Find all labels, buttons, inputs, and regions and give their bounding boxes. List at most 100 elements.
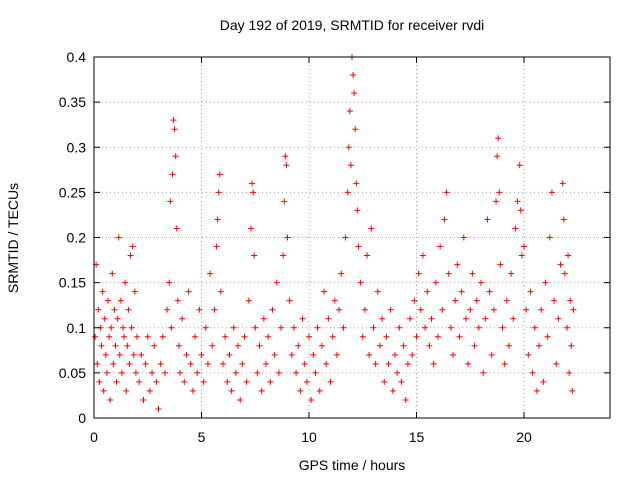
data-point — [471, 342, 478, 349]
data-point — [325, 315, 332, 322]
data-point — [435, 333, 441, 340]
data-point — [396, 324, 403, 331]
chart-title: Day 192 of 2019, SRMTID for receiver rvd… — [220, 17, 485, 33]
data-point — [510, 315, 517, 322]
data-point — [98, 342, 105, 349]
data-point — [230, 324, 237, 331]
y-tick-label: 0.35 — [59, 94, 86, 110]
data-point — [496, 189, 503, 196]
data-point — [228, 387, 235, 394]
data-point — [303, 378, 310, 385]
data-point — [497, 261, 504, 268]
data-point — [321, 288, 328, 295]
data-point — [336, 306, 343, 313]
data-point — [495, 135, 502, 142]
data-point — [508, 270, 515, 277]
data-point — [546, 234, 553, 241]
data-point — [411, 297, 418, 304]
data-point — [179, 315, 186, 322]
x-tick-label: 10 — [301, 429, 317, 445]
data-point — [381, 378, 388, 385]
data-point — [432, 279, 439, 286]
data-point — [284, 234, 291, 241]
data-point — [192, 333, 199, 340]
data-point — [204, 360, 211, 367]
data-point — [120, 324, 127, 331]
y-tick-label: 0.1 — [67, 320, 87, 336]
data-point — [493, 198, 500, 205]
data-point — [100, 387, 107, 394]
data-point — [499, 324, 506, 331]
data-point — [275, 369, 282, 376]
x-tick-label: 0 — [90, 429, 98, 445]
data-point — [142, 360, 149, 367]
data-point — [138, 351, 145, 358]
data-point — [187, 360, 194, 367]
data-point — [430, 360, 437, 367]
data-point — [252, 324, 259, 331]
data-point — [559, 180, 566, 187]
data-point — [216, 171, 223, 178]
data-point — [540, 378, 547, 385]
data-point — [569, 387, 576, 394]
data-point — [250, 189, 257, 196]
data-point — [310, 351, 317, 358]
y-tick-label: 0.3 — [67, 139, 87, 155]
data-point — [183, 351, 190, 358]
data-point — [146, 387, 153, 394]
data-point — [214, 216, 221, 223]
data-point — [413, 333, 420, 340]
data-point — [445, 270, 452, 277]
data-point — [407, 315, 414, 322]
data-point — [129, 243, 136, 250]
data-point — [428, 315, 435, 322]
data-point — [531, 324, 538, 331]
y-tick-label: 0.25 — [59, 184, 86, 200]
data-point — [398, 378, 405, 385]
data-point — [366, 351, 373, 358]
data-point — [170, 117, 177, 124]
data-point — [357, 279, 364, 286]
data-point — [352, 126, 359, 133]
data-point — [505, 342, 512, 349]
data-point — [359, 333, 366, 340]
data-point — [542, 279, 549, 286]
data-point — [450, 351, 457, 358]
data-point — [116, 351, 123, 358]
data-point — [570, 306, 577, 313]
data-point — [361, 306, 368, 313]
data-point — [488, 351, 495, 358]
data-point — [263, 360, 269, 367]
data-point — [288, 351, 295, 358]
data-point — [164, 306, 171, 313]
data-point — [469, 270, 476, 277]
data-point — [161, 369, 168, 376]
data-point — [486, 288, 493, 295]
x-tick-label: 5 — [198, 429, 206, 445]
data-point — [220, 360, 226, 367]
data-point — [372, 360, 379, 367]
data-point — [243, 378, 250, 385]
data-point — [106, 333, 113, 340]
data-point — [465, 360, 472, 367]
tick-labels: 0 0.05 0.1 0.15 0.2 0.25 0.3 0.35 0.4 0 5 10 15 20 — [59, 49, 532, 445]
data-point — [125, 306, 132, 313]
data-point — [258, 387, 265, 394]
data-point — [404, 360, 411, 367]
data-point — [134, 333, 140, 340]
data-point — [518, 252, 525, 259]
data-point — [159, 333, 166, 340]
data-point — [94, 360, 101, 367]
data-point — [544, 333, 551, 340]
data-point — [167, 198, 174, 205]
data-point — [561, 270, 568, 277]
data-point — [104, 297, 111, 304]
data-point — [113, 378, 120, 385]
data-point — [215, 189, 222, 196]
data-point — [280, 252, 287, 259]
data-point — [126, 360, 133, 367]
data-point — [454, 261, 461, 268]
data-point — [385, 360, 392, 367]
data-point — [194, 369, 201, 376]
